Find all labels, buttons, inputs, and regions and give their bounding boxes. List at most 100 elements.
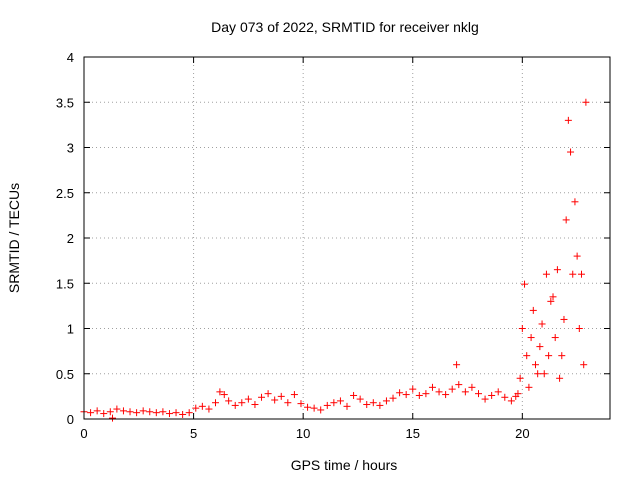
- data-point: [575, 325, 583, 332]
- data-point: [475, 390, 482, 398]
- data-point: [468, 383, 476, 391]
- data-point: [527, 334, 535, 342]
- y-tick-label: 1.5: [56, 276, 74, 291]
- data-point: [501, 393, 509, 401]
- plot-frame: [83, 56, 611, 420]
- data-point: [290, 391, 298, 399]
- data-point: [251, 401, 259, 409]
- data-point: [415, 391, 423, 399]
- data-point: [369, 399, 377, 407]
- y-tick-label: 0: [67, 412, 74, 427]
- data-point: [558, 352, 566, 360]
- data-point: [442, 391, 450, 399]
- data-point: [126, 408, 134, 416]
- y-tick-label: 2.5: [56, 186, 74, 201]
- data-point: [531, 361, 539, 369]
- data-point: [310, 404, 318, 412]
- x-tick-label: 10: [296, 426, 310, 441]
- data-point: [264, 390, 272, 398]
- data-point: [271, 396, 279, 404]
- y-tick-label: 3.5: [56, 95, 74, 110]
- data-point: [567, 148, 575, 156]
- data-point: [536, 343, 544, 351]
- data-point: [494, 388, 502, 396]
- data-point: [225, 397, 233, 405]
- data-point: [139, 407, 147, 415]
- x-tick-label: 5: [190, 426, 197, 441]
- data-point: [538, 320, 546, 328]
- data-point: [220, 391, 228, 399]
- data-point: [542, 270, 550, 278]
- data-point: [172, 409, 180, 417]
- data-point: [523, 352, 531, 360]
- data-point: [461, 388, 469, 396]
- data-point: [119, 407, 127, 415]
- y-tick-label: 4: [67, 50, 74, 65]
- data-point: [297, 400, 305, 408]
- y-tick-label: 0.5: [56, 367, 74, 382]
- axis-ticks: 0 5 10 15 20 0 0.5 1 1.5 2 2.5 3 3.5 4: [56, 50, 610, 441]
- y-axis-label: SRMTID / TECUs: [6, 183, 22, 293]
- x-tick-label: 0: [80, 426, 87, 441]
- data-point: [198, 402, 206, 410]
- data-point: [146, 408, 154, 416]
- data-point: [529, 306, 537, 314]
- data-point: [113, 405, 121, 413]
- data-point: [284, 399, 292, 407]
- data-point: [453, 361, 461, 369]
- data-point: [547, 297, 555, 305]
- data-point: [108, 414, 116, 422]
- data-point: [564, 116, 572, 124]
- data-point: [518, 325, 526, 332]
- data-point: [389, 394, 397, 402]
- data-point: [553, 266, 561, 274]
- data-point: [304, 403, 312, 411]
- data-point: [277, 392, 285, 400]
- data-point: [560, 315, 568, 323]
- data-point: [244, 395, 252, 403]
- x-tick-label: 15: [406, 426, 420, 441]
- x-tick-label: 20: [515, 426, 529, 441]
- data-point: [578, 270, 586, 278]
- x-axis-label: GPS time / hours: [291, 457, 398, 473]
- data-point: [212, 399, 219, 407]
- data-point: [343, 402, 351, 410]
- data-point: [582, 98, 590, 106]
- data-point: [185, 409, 193, 417]
- data-point: [165, 410, 173, 418]
- data-point: [516, 374, 524, 382]
- data-point: [428, 383, 436, 391]
- data-point: [133, 409, 141, 417]
- data-point: [534, 370, 542, 378]
- data-point: [323, 401, 331, 409]
- data-point: [507, 397, 515, 405]
- data-point: [409, 385, 417, 393]
- data-point: [540, 370, 548, 378]
- y-tick-label: 3: [67, 141, 74, 156]
- data-point: [549, 293, 557, 301]
- data-point: [556, 374, 564, 382]
- data-point: [336, 397, 344, 405]
- data-point: [317, 406, 325, 414]
- data-point: [363, 401, 371, 409]
- data-point: [192, 404, 200, 412]
- data-point: [551, 334, 559, 342]
- data-point: [435, 388, 443, 396]
- data-point: [422, 390, 430, 398]
- data-point: [87, 409, 95, 417]
- data-point: [350, 391, 358, 399]
- data-point: [179, 410, 187, 418]
- data-point: [231, 401, 239, 409]
- y-tick-label: 1: [67, 322, 74, 337]
- data-point: [402, 391, 410, 399]
- data-point: [100, 410, 108, 418]
- chart-title: Day 073 of 2022, SRMTID for receiver nkl…: [211, 19, 479, 35]
- data-point: [330, 399, 338, 407]
- data-point: [396, 389, 404, 397]
- data-point: [106, 408, 114, 416]
- data-point: [448, 385, 456, 393]
- data-point: [205, 405, 213, 413]
- grid: [84, 57, 610, 419]
- data-point: [216, 388, 224, 396]
